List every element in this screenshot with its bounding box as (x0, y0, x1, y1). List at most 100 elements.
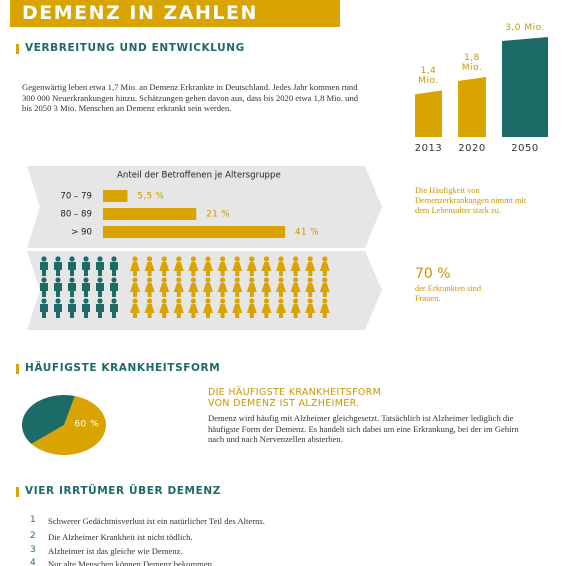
person-icon (305, 256, 316, 276)
icon-head (132, 256, 138, 262)
icon-head (161, 298, 167, 304)
icon-head (190, 277, 196, 283)
icon-head (69, 256, 75, 262)
icon-head (161, 277, 167, 283)
icon-body (159, 283, 170, 297)
icon-head (83, 277, 89, 283)
icon-body (82, 262, 90, 276)
icon-head (111, 277, 117, 283)
icon-body (173, 304, 184, 318)
person-icon (68, 298, 76, 318)
icon-body (144, 262, 155, 276)
icon-body (261, 283, 272, 297)
icon-head (249, 298, 255, 304)
icon-body (82, 304, 90, 318)
paragraph: Demenz wird häufig mit Alzheimer gleichg… (208, 413, 519, 445)
icon-body (40, 262, 48, 276)
value-label: 21 % (206, 210, 230, 220)
icon-body (54, 283, 62, 297)
icon-head (263, 277, 269, 283)
icon-head (176, 277, 182, 283)
icon-head (263, 256, 269, 262)
bar (415, 90, 442, 137)
person-icon (40, 256, 48, 276)
icon-body (96, 283, 104, 297)
person-icon (261, 298, 272, 318)
icon-body (246, 262, 257, 276)
list-number: 4 (30, 558, 36, 566)
icon-body (217, 262, 228, 276)
icon-body (232, 283, 243, 297)
icon-head (278, 277, 284, 283)
person-icon (54, 277, 62, 297)
icon-body (276, 283, 286, 297)
icon-head (263, 298, 269, 304)
person-icon (319, 256, 330, 276)
icon-body (82, 283, 90, 297)
icon-head (69, 298, 75, 304)
icon-head (220, 298, 226, 304)
person-icon (203, 256, 213, 276)
person-icon (276, 256, 286, 276)
icon-body (290, 262, 301, 276)
person-icon (290, 256, 301, 276)
person-icon (96, 277, 104, 297)
pie (22, 395, 106, 455)
icon-head (97, 298, 103, 304)
icon-body (54, 304, 62, 318)
x-tick-label: 2050 (511, 143, 538, 154)
icon-head (293, 277, 299, 283)
icon-body (276, 304, 286, 318)
person-icon (203, 277, 213, 297)
person-icon (290, 277, 301, 297)
icon-head (249, 256, 255, 262)
icon-head (41, 256, 47, 262)
icon-head (278, 256, 284, 262)
icon-body (159, 304, 170, 318)
icon-head (83, 256, 89, 262)
icon-body (96, 304, 104, 318)
icon-body (54, 262, 62, 276)
person-icon (54, 298, 62, 318)
person-icon (82, 256, 90, 276)
icon-head (41, 298, 47, 304)
icon-head (147, 277, 153, 283)
icon-body (261, 304, 272, 318)
value-label: 1,8 Mio. (461, 53, 483, 73)
person-icon (144, 298, 155, 318)
person-icon (246, 277, 257, 297)
category-label: 70 – 79 (60, 192, 92, 202)
icon-head (322, 277, 328, 283)
person-icon (188, 277, 199, 297)
icon-body (40, 304, 48, 318)
icon-head (132, 298, 138, 304)
section-heading: HÄUFIGSTE KRANKHEITSFORM (25, 362, 221, 374)
person-icon (217, 256, 228, 276)
icon-head (205, 277, 211, 283)
person-icon (54, 256, 62, 276)
icon-body (110, 262, 118, 276)
x-tick-label: 2020 (458, 143, 485, 154)
person-icon (159, 298, 170, 318)
icon-body (232, 262, 243, 276)
icon-head (307, 256, 313, 262)
icon-body (305, 283, 316, 297)
person-icon (130, 277, 140, 297)
icon-body (290, 283, 301, 297)
icon-body (188, 304, 199, 318)
icon-head (322, 256, 328, 262)
icon-head (97, 256, 103, 262)
person-icon (188, 298, 199, 318)
person-icon (159, 256, 170, 276)
icon-body (144, 283, 155, 297)
person-icon (159, 277, 170, 297)
person-icon (40, 298, 48, 318)
icon-body (173, 283, 184, 297)
icon-body (203, 262, 213, 276)
icon-body (68, 262, 76, 276)
person-icon (276, 298, 286, 318)
person-icon (82, 277, 90, 297)
icon-head (249, 277, 255, 283)
icon-body (110, 283, 118, 297)
